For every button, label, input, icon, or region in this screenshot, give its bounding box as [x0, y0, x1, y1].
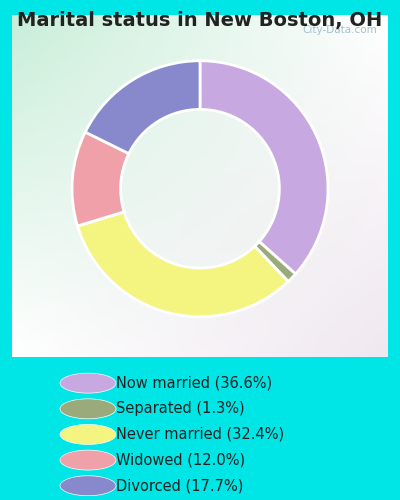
Text: City-Data.com: City-Data.com	[302, 26, 377, 36]
Wedge shape	[85, 60, 200, 154]
Text: Marital status in New Boston, OH: Marital status in New Boston, OH	[17, 11, 383, 30]
Text: Now married (36.6%): Now married (36.6%)	[116, 376, 272, 390]
Circle shape	[60, 476, 116, 496]
Text: Widowed (12.0%): Widowed (12.0%)	[116, 452, 245, 468]
Text: Separated (1.3%): Separated (1.3%)	[116, 402, 245, 416]
Text: Never married (32.4%): Never married (32.4%)	[116, 427, 284, 442]
Wedge shape	[72, 132, 129, 226]
Circle shape	[60, 424, 116, 444]
Circle shape	[60, 399, 116, 419]
Wedge shape	[200, 60, 328, 274]
Circle shape	[60, 373, 116, 393]
Circle shape	[60, 450, 116, 470]
Wedge shape	[255, 242, 296, 282]
Text: Divorced (17.7%): Divorced (17.7%)	[116, 478, 243, 493]
Wedge shape	[78, 212, 288, 316]
